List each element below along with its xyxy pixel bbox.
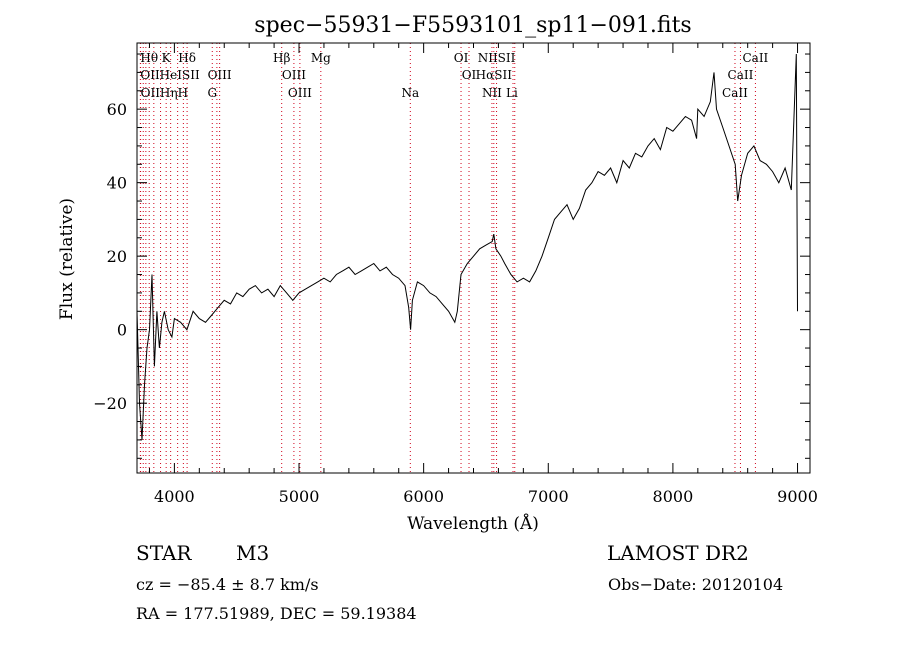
- line-annotation: OIIHeISII: [140, 68, 200, 82]
- survey-name: LAMOST DR2: [607, 541, 749, 565]
- line-annotation: OI: [462, 68, 477, 82]
- x-axis-ticks: 4000 5000 6000 7000 8000 9000: [148, 43, 818, 506]
- y-tick-label: 0: [117, 321, 127, 340]
- x-tick-label: 7000: [528, 487, 569, 506]
- line-annotation: G: [207, 86, 217, 100]
- line-annotation: Li: [506, 86, 518, 100]
- x-tick-label: 6000: [403, 487, 444, 506]
- line-annotation: OIIHηH: [141, 86, 188, 100]
- y-axis-label: Flux (relative): [57, 198, 77, 320]
- x-tick-label: 9000: [777, 487, 818, 506]
- line-annotation: Hδ: [178, 51, 196, 65]
- emission-line-markers: [139, 43, 756, 473]
- y-axis-ticks: −20 0 20 40 60: [93, 53, 810, 459]
- line-annotation: CaII: [728, 68, 754, 82]
- line-annotation: CaII: [722, 86, 748, 100]
- object-class: STAR: [136, 541, 192, 565]
- line-annotation: NII: [482, 86, 502, 100]
- redshift-value: cz = −85.4 ± 8.7 km/s: [136, 575, 319, 594]
- line-annotation: Mg: [311, 51, 331, 65]
- y-tick-label: 40: [107, 174, 127, 193]
- line-annotation: Hβ: [273, 51, 290, 65]
- line-annotation: OIII: [282, 68, 306, 82]
- x-tick-label: 8000: [653, 487, 694, 506]
- x-tick-label: 5000: [279, 487, 320, 506]
- x-tick-label: 4000: [154, 487, 195, 506]
- y-tick-label: 20: [107, 247, 127, 266]
- line-annotation: K: [162, 51, 172, 65]
- line-annotation: OI: [454, 51, 469, 65]
- line-annotation: Hθ: [140, 51, 158, 65]
- spectrum-line: [136, 53, 798, 440]
- line-annotation: HαSII: [476, 68, 513, 82]
- y-tick-label: 60: [107, 100, 127, 119]
- plot-frame: [136, 42, 811, 474]
- line-annotation: OIII: [288, 86, 312, 100]
- chart-title: spec−55931−F5593101_sp11−091.fits: [254, 13, 691, 38]
- line-annotation: CaII: [742, 51, 768, 65]
- observation-date: Obs−Date: 20120104: [608, 575, 784, 594]
- coordinates: RA = 177.51989, DEC = 59.19384: [136, 604, 417, 623]
- y-tick-label: −20: [93, 394, 127, 413]
- x-axis-label: Wavelength (Å): [407, 513, 539, 534]
- object-subclass: M3: [236, 541, 270, 565]
- line-annotation: Na: [401, 86, 419, 100]
- line-annotation: NIISII: [478, 51, 516, 65]
- line-annotation: OIII: [208, 68, 232, 82]
